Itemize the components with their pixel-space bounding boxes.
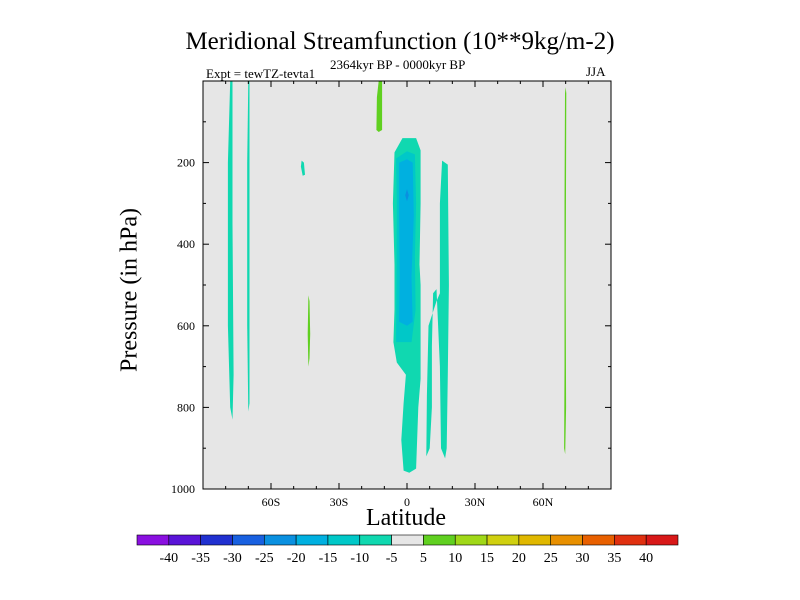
colorbar-label: 15 xyxy=(480,551,494,566)
experiment-label: Expt = tewTZ-tevta1 xyxy=(206,66,316,81)
colorbar-swatch xyxy=(486,534,520,546)
chart-title: Meridional Streamfunction (10**9kg/m-2) xyxy=(185,28,615,55)
colorbar-swatch xyxy=(232,534,265,546)
contour-green-70n xyxy=(564,87,567,455)
contour-green-top-10s xyxy=(376,81,383,132)
colorbar-label: -20 xyxy=(287,551,306,566)
contour-band-15n xyxy=(426,160,449,459)
x-axis-label: Latitude xyxy=(366,505,446,531)
contour-regions xyxy=(227,81,567,473)
contour-green-45s xyxy=(307,295,311,367)
colorbar-label: -25 xyxy=(255,551,274,566)
colorbar-swatch xyxy=(263,534,297,546)
colorbar: -40 -35 -30 -25 -20 -15 -10 -5 5 10 15 20 25 30 35 40 xyxy=(136,534,679,566)
axes: 60S 30S 0 30N 60N 200 400 600 800 1000 xyxy=(171,80,612,509)
colorbar-label: -40 xyxy=(159,551,178,566)
colorbar-label: -30 xyxy=(223,551,242,566)
colorbar-label: -10 xyxy=(350,551,369,566)
colorbar-swatch xyxy=(454,534,488,546)
colorbar-swatch xyxy=(645,534,679,546)
colorbar-label: -35 xyxy=(191,551,210,566)
x-tick-label: 30S xyxy=(330,495,349,509)
y-tick-label: 600 xyxy=(177,319,195,333)
colorbar-label: 25 xyxy=(544,551,558,566)
contour-band-69s xyxy=(247,81,250,412)
colorbar-label: 35 xyxy=(607,551,621,566)
colorbar-swatch xyxy=(391,534,424,546)
colorbar-swatch xyxy=(359,534,392,546)
colorbar-label: 5 xyxy=(420,551,427,566)
colorbar-label: -15 xyxy=(319,551,338,566)
y-tick-label: 200 xyxy=(177,156,195,170)
colorbar-label: 40 xyxy=(639,551,653,566)
contour-blob-45s xyxy=(300,160,305,176)
x-tick-label: 0 xyxy=(404,495,410,509)
x-tick-label: 60S xyxy=(262,495,281,509)
period-label: 2364kyr BP - 0000kyr BP xyxy=(330,57,466,72)
colorbar-label: 10 xyxy=(448,551,462,566)
colorbar-swatch xyxy=(327,534,361,546)
y-tick-label: 800 xyxy=(177,400,195,414)
colorbar-label: -5 xyxy=(386,551,398,566)
colorbar-swatch xyxy=(168,534,201,546)
y-tick-label: 1000 xyxy=(171,482,195,496)
x-tick-label: 60N xyxy=(533,495,554,509)
colorbar-label: 20 xyxy=(512,551,526,566)
colorbar-label: 30 xyxy=(576,551,590,566)
x-tick-label: 30N xyxy=(465,495,486,509)
colorbar-swatch xyxy=(614,534,647,546)
colorbar-swatch xyxy=(200,534,233,546)
colorbar-swatch xyxy=(582,534,615,546)
contour-band-5s-0-deep xyxy=(405,189,409,202)
colorbar-swatch xyxy=(423,534,456,546)
contour-band-75s xyxy=(227,81,234,420)
season-label: JJA xyxy=(586,64,606,79)
colorbar-swatch xyxy=(550,534,583,546)
colorbar-swatch xyxy=(136,534,170,546)
colorbar-swatch xyxy=(518,534,552,546)
contour-band-5s-0-core xyxy=(399,159,414,326)
y-axis-label: Pressure (in hPa) xyxy=(116,208,143,372)
y-tick-label: 400 xyxy=(177,237,195,251)
colorbar-swatch xyxy=(295,534,329,546)
